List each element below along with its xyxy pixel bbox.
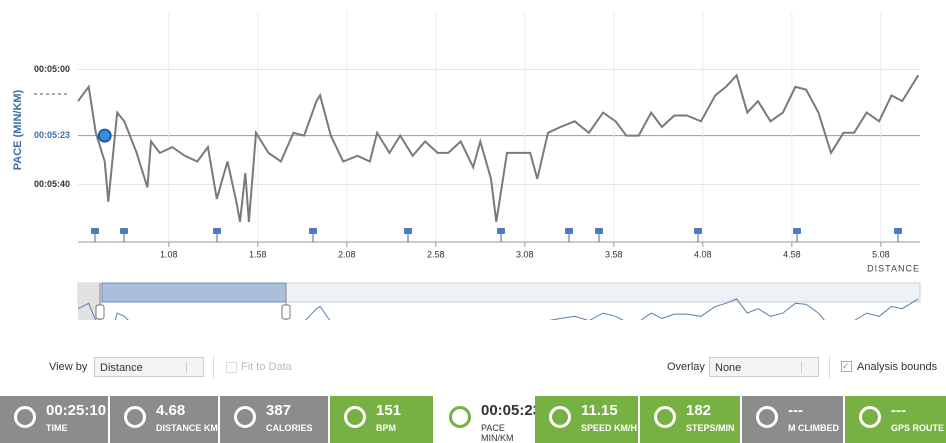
stat-label: SPEED KM/H (581, 423, 638, 433)
stat-icon (449, 406, 471, 428)
lap-flag (595, 228, 603, 234)
x-tick-label: 3.08 (516, 249, 534, 259)
view-by-label: View by (49, 361, 88, 373)
stat-value: --- (891, 402, 906, 419)
stat-label: TIME (46, 423, 68, 433)
stat-label: GPS ROUTE (891, 423, 945, 433)
stat-tile[interactable]: --- GPS ROUTE (845, 396, 946, 443)
stat-tile[interactable]: 182 STEPS/MIN (640, 396, 740, 443)
stat-icon (654, 406, 676, 428)
stat-value: 4.68 (156, 402, 186, 419)
cursor (97, 128, 112, 143)
lap-flag (565, 228, 573, 234)
stat-value: --- (788, 402, 803, 419)
lap-flag (309, 228, 317, 234)
lap-flag (497, 228, 505, 234)
overlay-label: Overlay (667, 361, 705, 373)
stat-icon (344, 406, 366, 428)
overlay-select[interactable]: None (709, 357, 819, 377)
y-tick-label: 00:05:23 (34, 130, 70, 140)
y-tick-label: 00:05:00 (34, 64, 70, 74)
stat-icon (234, 406, 256, 428)
lap-flag (404, 228, 412, 234)
x-tick-label: 1.58 (249, 249, 267, 259)
stat-value: 00:25:10 (46, 402, 107, 419)
lap-flag (120, 228, 128, 234)
stat-tile[interactable]: 151 BPM (330, 396, 433, 443)
lap-flag (894, 228, 902, 234)
stat-value: 151 (376, 402, 402, 419)
stat-label: BPM (376, 423, 396, 433)
overview-line (77, 298, 919, 320)
lap-flag (213, 228, 221, 234)
chart: PACE (MIN/KM) DISTANCE 00:05:00 00:05:23 0… (12, 12, 921, 320)
y-tick-label: 00:05:40 (34, 179, 70, 189)
x-tick-label: 5.08 (872, 249, 890, 259)
stat-icon (124, 406, 146, 428)
stat-label: M CLIMBED (788, 423, 839, 433)
stat-label: DISTANCE KM (156, 423, 218, 433)
lap-flag (793, 228, 801, 234)
stat-tile[interactable]: 11.15 SPEED KM/H (535, 396, 638, 443)
x-tick-label: 2.58 (427, 249, 445, 259)
divider (829, 356, 830, 378)
stat-value: 00:05:23 (481, 402, 542, 419)
stat-label: STEPS/MIN (686, 423, 735, 433)
x-tick-label: 4.58 (783, 249, 801, 259)
y-axis-label: PACE (MIN/KM) (12, 89, 24, 170)
lap-flag (91, 228, 99, 234)
stat-value: 11.15 (581, 402, 618, 419)
pace-line (77, 73, 920, 223)
lap-flag (694, 228, 702, 234)
overview-handle[interactable] (95, 304, 105, 320)
bounds-checkbox[interactable]: ✓ (841, 361, 852, 372)
fit-label: Fit to Data (241, 361, 292, 373)
x-tick-label: 1.08 (160, 249, 178, 259)
x-tick-label: 3.58 (605, 249, 623, 259)
stat-tile[interactable]: 4.68 DISTANCE KM (110, 396, 218, 443)
stat-icon (549, 406, 571, 428)
bounds-label: Analysis bounds (857, 361, 938, 373)
stat-tile[interactable]: --- M CLIMBED (742, 396, 843, 443)
stat-value: 387 (266, 402, 292, 419)
x-axis-label: DISTANCE (867, 263, 920, 273)
divider (213, 356, 214, 378)
overview-handle[interactable] (281, 304, 291, 320)
stat-tile[interactable]: 00:25:10 TIME (0, 396, 108, 443)
stat-label: PACE MIN/KM (481, 423, 514, 443)
stat-icon (14, 406, 36, 428)
view-by-select[interactable]: Distance (94, 357, 204, 377)
stat-tile[interactable]: 00:05:23 PACE MIN/KM (435, 396, 541, 443)
x-tick-label: 2.08 (338, 249, 356, 259)
stat-icon (859, 406, 881, 428)
fit-checkbox[interactable] (226, 362, 237, 373)
stat-label: CALORIES (266, 423, 313, 433)
overview-selection (101, 282, 287, 303)
stat-tile[interactable]: 387 CALORIES (220, 396, 328, 443)
x-tick-label: 4.08 (694, 249, 712, 259)
stat-value: 182 (686, 402, 712, 419)
stat-icon (756, 406, 778, 428)
